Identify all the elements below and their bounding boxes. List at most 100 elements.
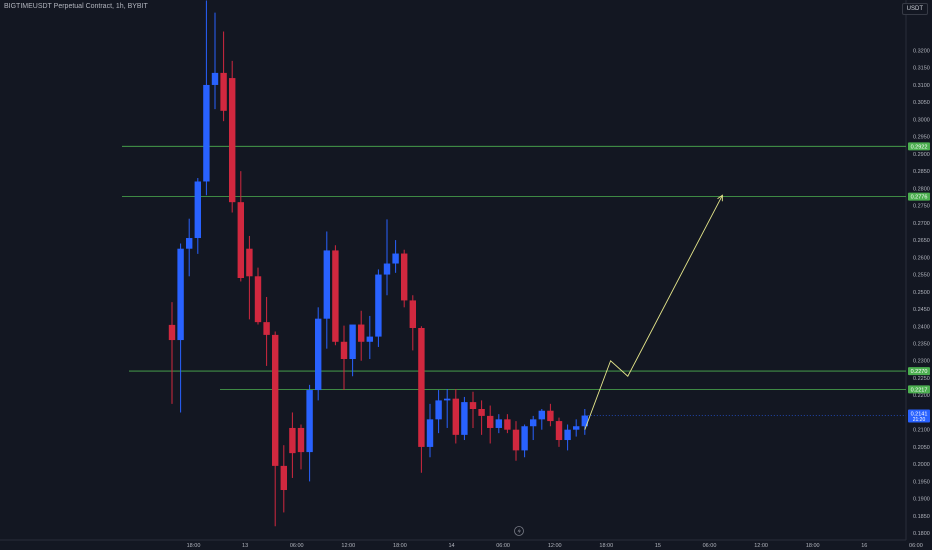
candle-body bbox=[581, 415, 588, 427]
y-tick-label: 0.3000 bbox=[913, 117, 930, 123]
y-tick-label: 0.2400 bbox=[913, 324, 930, 330]
candle-body bbox=[186, 238, 193, 249]
x-tick-label: 06:00 bbox=[496, 543, 510, 549]
candle-body bbox=[177, 248, 184, 341]
x-tick-label: 12:00 bbox=[548, 543, 562, 549]
candle-body bbox=[375, 274, 382, 337]
level-price-badge bbox=[908, 385, 930, 394]
x-tick-label: 06:00 bbox=[909, 543, 923, 549]
y-tick-label: 0.2250 bbox=[913, 376, 930, 382]
candle-body bbox=[487, 415, 494, 428]
candle-body bbox=[383, 263, 391, 275]
y-tick-label: 0.2200 bbox=[913, 393, 930, 399]
current-price-badge bbox=[908, 409, 930, 423]
candle-body bbox=[194, 181, 201, 239]
candle-body bbox=[272, 334, 279, 466]
level-price-badge bbox=[908, 192, 930, 201]
x-tick-label: 15 bbox=[655, 543, 661, 549]
x-tick-label: 18:00 bbox=[806, 543, 820, 549]
y-tick-label: 0.2300 bbox=[913, 359, 930, 365]
y-tick-label: 0.3150 bbox=[913, 66, 930, 72]
candle-body bbox=[452, 398, 459, 435]
candle-body bbox=[504, 419, 511, 430]
current-price-label: 0.2141 bbox=[911, 412, 928, 418]
candle-body bbox=[340, 341, 348, 360]
y-tick-label: 0.1800 bbox=[913, 531, 930, 537]
y-tick-label: 0.2850 bbox=[913, 169, 930, 175]
level-price-badge bbox=[908, 367, 930, 376]
y-tick-label: 0.2500 bbox=[913, 290, 930, 296]
candle-body bbox=[392, 253, 399, 264]
y-tick-label: 0.2350 bbox=[913, 342, 930, 348]
candle-body bbox=[289, 427, 296, 454]
y-tick-label: 0.1950 bbox=[913, 479, 930, 485]
candle-body bbox=[203, 84, 210, 182]
x-tick-label: 16 bbox=[861, 543, 867, 549]
y-tick-label: 0.2000 bbox=[913, 462, 930, 468]
candle-body bbox=[297, 427, 305, 453]
candle-body bbox=[358, 324, 365, 342]
y-tick-label: 0.2600 bbox=[913, 255, 930, 261]
candle-body bbox=[469, 402, 477, 410]
x-tick-label: 18:00 bbox=[599, 543, 613, 549]
level-price-label: 0.2217 bbox=[911, 387, 928, 393]
candle-body bbox=[401, 253, 408, 301]
lightning-icon[interactable] bbox=[514, 526, 524, 536]
level-price-label: 0.2270 bbox=[911, 369, 928, 375]
candle-body bbox=[366, 336, 373, 342]
x-tick-label: 12:00 bbox=[754, 543, 768, 549]
y-tick-label: 0.2650 bbox=[913, 238, 930, 244]
x-tick-label: 12:00 bbox=[341, 543, 355, 549]
candle-body bbox=[229, 78, 236, 203]
candle-body bbox=[538, 410, 545, 420]
level-price-label: 0.2922 bbox=[911, 144, 928, 150]
y-tick-label: 0.2800 bbox=[913, 186, 930, 192]
candle-body bbox=[573, 426, 580, 430]
x-tick-label: 06:00 bbox=[703, 543, 717, 549]
candle-body bbox=[521, 426, 528, 451]
candle-body bbox=[280, 465, 287, 491]
symbol-title[interactable]: BIGTIMEUSDT Perpetual Contract, 1h, BYBI… bbox=[4, 3, 148, 10]
level-price-badge bbox=[908, 142, 930, 151]
candle-body bbox=[315, 318, 322, 391]
y-tick-label: 0.2950 bbox=[913, 135, 930, 141]
candle-body bbox=[409, 300, 416, 328]
y-tick-label: 0.2900 bbox=[913, 152, 930, 158]
y-tick-label: 0.1900 bbox=[913, 497, 930, 503]
lightning-icon-bolt bbox=[517, 528, 521, 534]
y-tick-label: 0.3050 bbox=[913, 100, 930, 106]
candle-body bbox=[555, 421, 563, 441]
candle-body bbox=[220, 72, 227, 111]
bar-countdown-label: 21:20 bbox=[913, 417, 926, 423]
currency-badge[interactable]: USDT bbox=[901, 3, 928, 15]
candle-body bbox=[495, 419, 502, 428]
x-tick-label: 18:00 bbox=[393, 543, 407, 549]
candle-body bbox=[461, 402, 468, 435]
y-tick-label: 0.2050 bbox=[913, 445, 930, 451]
candle-body bbox=[323, 250, 330, 319]
candle-body bbox=[263, 322, 270, 335]
candle-body bbox=[349, 324, 356, 360]
projection-arrowhead bbox=[717, 194, 723, 202]
x-tick-label: 06:00 bbox=[290, 543, 304, 549]
candle-body bbox=[211, 72, 219, 85]
y-tick-label: 0.2100 bbox=[913, 428, 930, 434]
x-tick-label: 13 bbox=[242, 543, 248, 549]
candle-body bbox=[254, 276, 262, 323]
candle-body bbox=[306, 390, 313, 453]
y-tick-label: 0.3100 bbox=[913, 83, 930, 89]
candle-body bbox=[512, 429, 520, 451]
candle-body bbox=[530, 419, 537, 427]
candle-body bbox=[435, 400, 442, 420]
y-tick-label: 0.2750 bbox=[913, 204, 930, 210]
lightning-icon-ring bbox=[514, 526, 524, 536]
candle-body bbox=[547, 410, 554, 422]
level-price-label: 0.2776 bbox=[911, 195, 928, 201]
candle-body bbox=[237, 202, 244, 279]
projection-path bbox=[584, 195, 723, 430]
y-tick-label: 0.1850 bbox=[913, 514, 930, 520]
x-tick-label: 14 bbox=[448, 543, 454, 549]
candle-body bbox=[444, 398, 451, 401]
